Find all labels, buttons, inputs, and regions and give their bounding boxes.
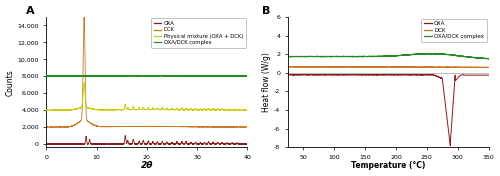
X-axis label: 2θ: 2θ (140, 161, 153, 170)
X-axis label: Temperature (°C): Temperature (°C) (351, 161, 426, 170)
Text: A: A (26, 6, 35, 16)
Text: B: B (262, 6, 270, 16)
Legend: OXA, DCK, Physical mixture (OXA + DCK), OXA/DCK complex: OXA, DCK, Physical mixture (OXA + DCK), … (151, 18, 246, 48)
Y-axis label: Counts: Counts (6, 69, 15, 96)
Legend: OXA, DCK, OXA/DCK complex: OXA, DCK, OXA/DCK complex (421, 19, 487, 42)
Y-axis label: Heat flow (W/g): Heat flow (W/g) (262, 52, 271, 112)
